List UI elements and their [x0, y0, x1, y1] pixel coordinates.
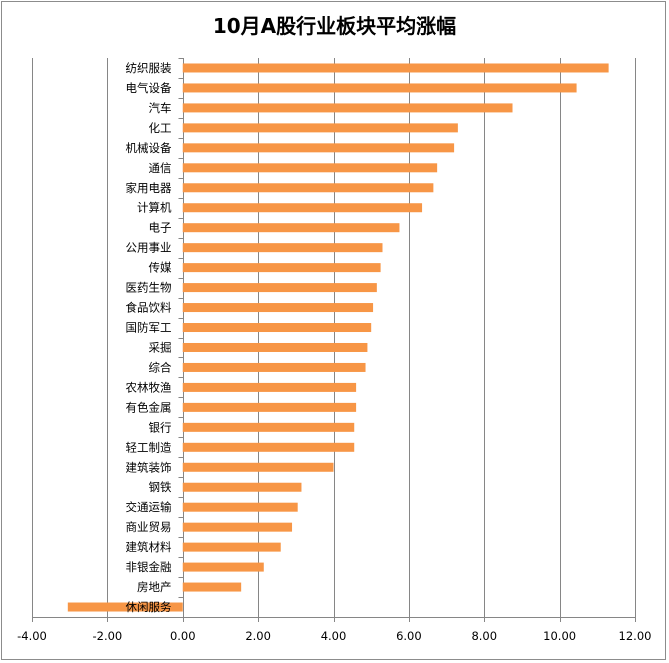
category-label: 电气设备	[126, 81, 172, 95]
x-tick-label: 2.00	[245, 629, 271, 643]
chart-title: 10月A股行业板块平均涨幅	[212, 14, 457, 38]
bar	[182, 203, 423, 213]
category-label: 机械设备	[126, 141, 172, 155]
bar	[182, 362, 366, 372]
category-label: 建筑材料	[126, 540, 172, 554]
category-label: 建筑装饰	[126, 460, 172, 474]
category-label: 非银金融	[126, 560, 172, 574]
bar	[182, 263, 381, 273]
category-label: 采掘	[149, 340, 172, 354]
x-tick-label: 0.00	[170, 629, 196, 643]
bar	[67, 602, 183, 612]
bar	[182, 103, 513, 113]
category-label: 汽车	[149, 101, 172, 115]
category-label: 化工	[149, 121, 172, 135]
category-label: 食品饮料	[126, 301, 172, 315]
bar	[182, 482, 302, 492]
bar	[182, 143, 455, 153]
bar	[182, 303, 374, 313]
category-label: 有色金属	[126, 400, 172, 414]
bar	[182, 422, 355, 432]
x-tick-label: 10.00	[543, 629, 576, 643]
category-label: 国防军工	[126, 321, 172, 335]
category-label: 家用电器	[126, 181, 172, 195]
bar	[182, 342, 368, 352]
category-label: 钢铁	[149, 480, 172, 494]
bar	[182, 283, 377, 293]
bar	[182, 223, 400, 233]
bar	[182, 243, 383, 253]
bar	[182, 323, 372, 333]
bar	[182, 183, 434, 193]
bar	[182, 382, 357, 392]
category-label: 轻工制造	[126, 440, 172, 454]
category-label: 休闲服务	[126, 600, 172, 614]
category-label: 传媒	[149, 261, 172, 275]
bar	[182, 462, 334, 472]
bar	[182, 123, 458, 133]
category-label: 医药生物	[126, 281, 172, 295]
category-label: 电子	[149, 221, 172, 235]
bar	[182, 63, 609, 73]
x-tick-label: 6.00	[396, 629, 422, 643]
x-tick-label: -4.00	[17, 629, 47, 643]
category-label: 公用事业	[126, 241, 172, 255]
bar	[182, 582, 242, 592]
x-tick-label: 12.00	[619, 629, 652, 643]
category-label: 综合	[149, 360, 172, 374]
bar	[182, 83, 577, 93]
x-tick-label: -2.00	[92, 629, 122, 643]
bar	[182, 442, 355, 452]
x-tick-label: 4.00	[321, 629, 347, 643]
category-label: 通信	[149, 161, 172, 175]
bar	[182, 542, 281, 552]
bar	[182, 502, 298, 512]
bar	[182, 402, 357, 412]
category-label: 交通运输	[126, 500, 172, 514]
bar	[182, 522, 293, 532]
category-label: 纺织服装	[126, 61, 172, 75]
bar	[182, 562, 264, 572]
category-label: 农林牧渔	[126, 380, 172, 394]
category-label: 房地产	[137, 580, 172, 594]
bar	[182, 163, 438, 173]
category-label: 计算机	[137, 201, 172, 215]
category-label: 商业贸易	[126, 520, 172, 534]
x-tick-label: 8.00	[471, 629, 497, 643]
category-label: 银行	[149, 420, 172, 434]
